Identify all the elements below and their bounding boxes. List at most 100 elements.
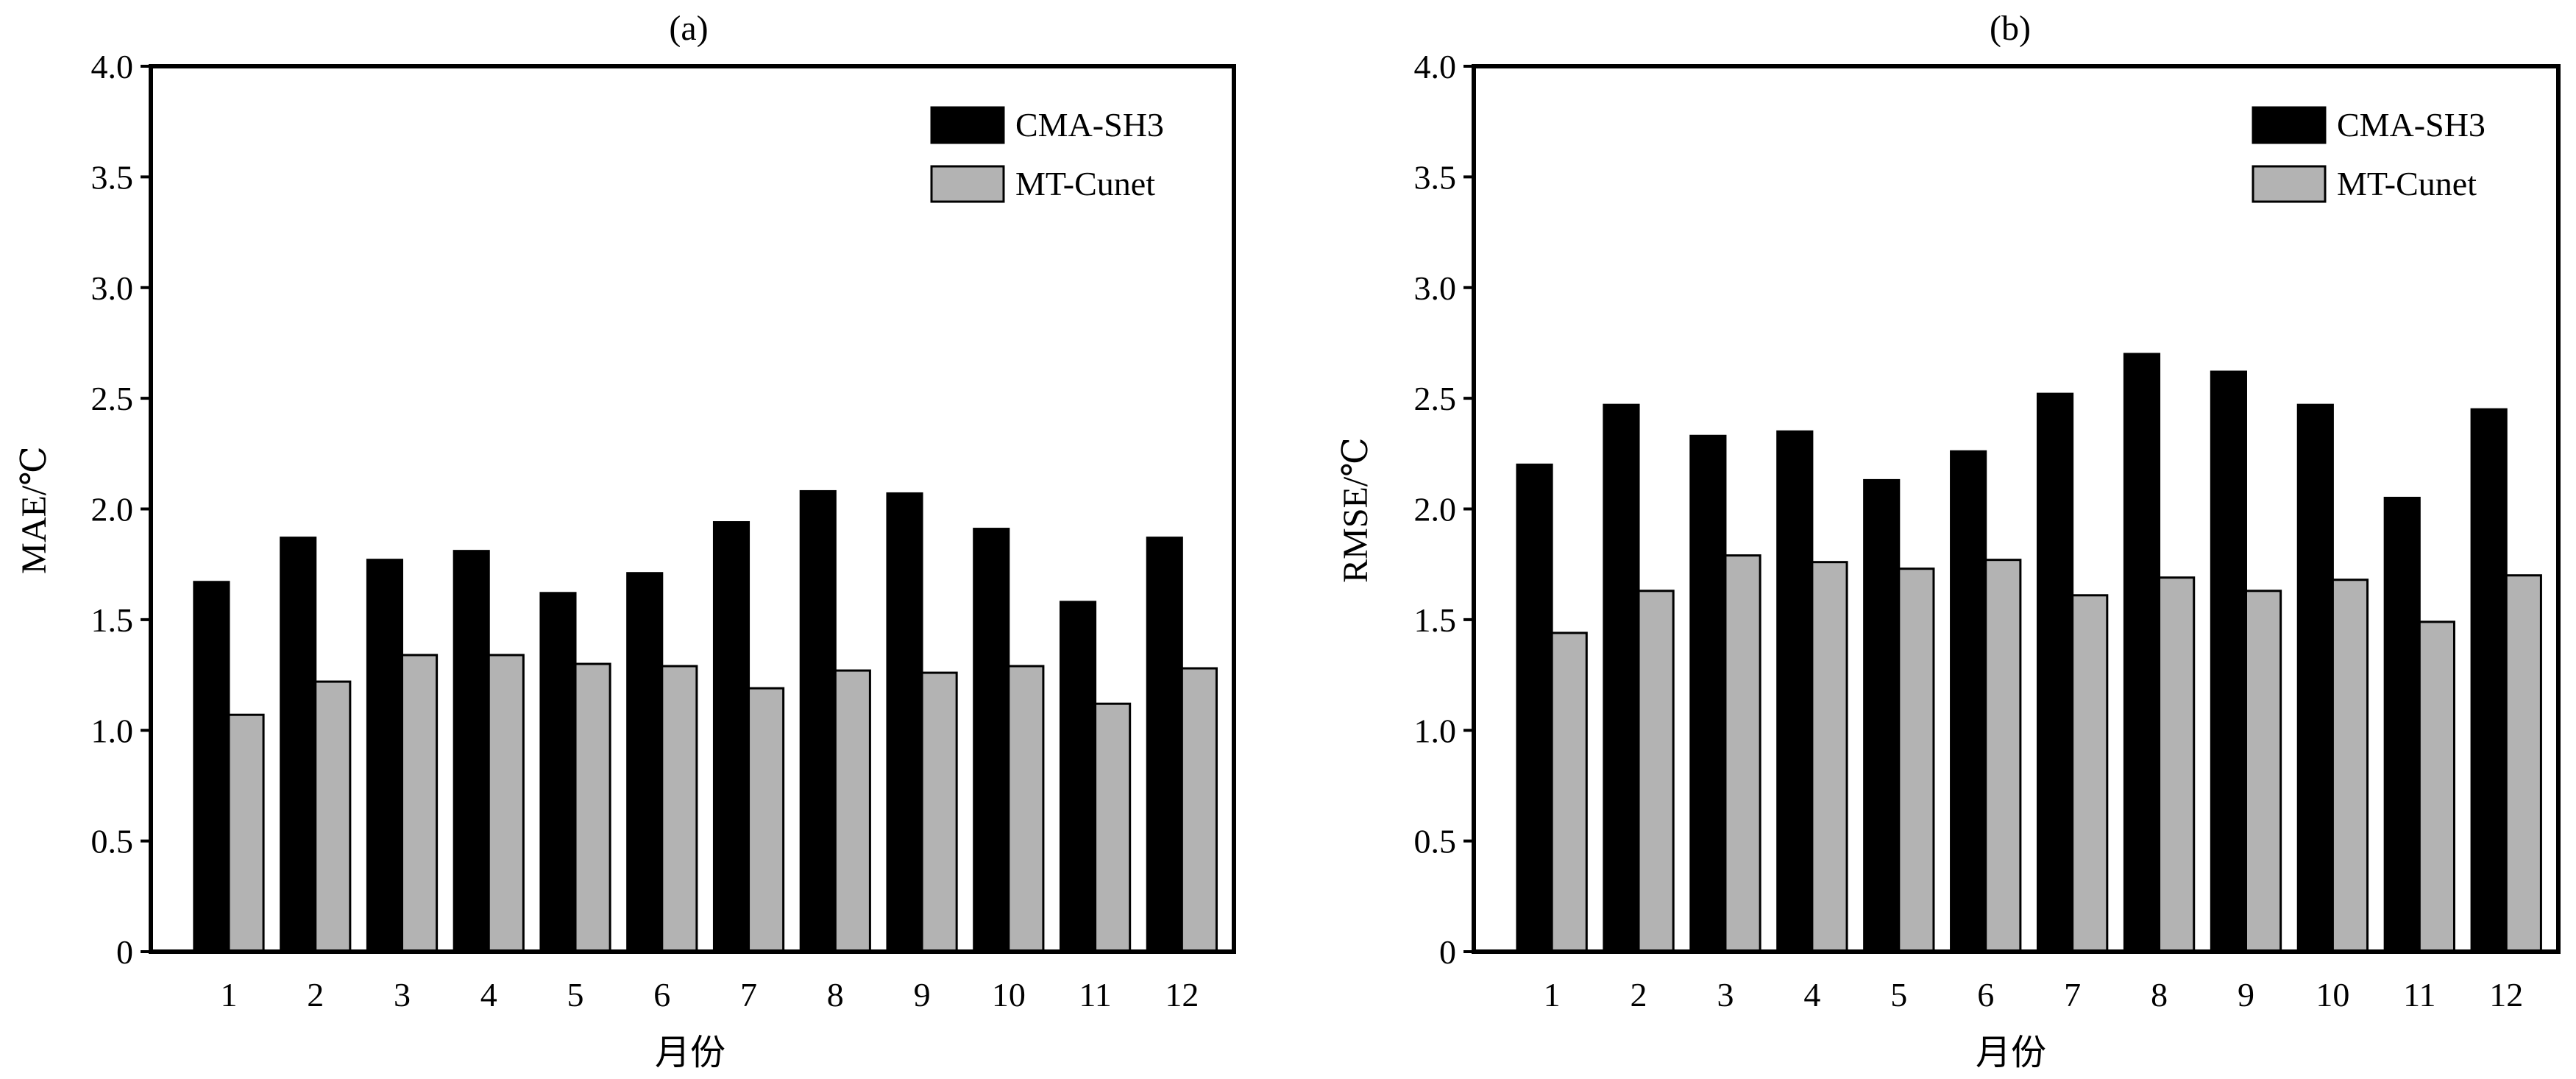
x-tick-label: 8 (827, 976, 844, 1013)
bar-cma-sh3-month-6 (626, 572, 664, 953)
bar-cma-sh3-month-12 (1146, 537, 1183, 953)
y-tick-label: 3.0 (91, 269, 134, 307)
bar-mt-cunet-month-4 (487, 654, 525, 953)
bar-cma-sh3-month-9 (2210, 370, 2247, 953)
x-tick-label: 7 (2064, 976, 2081, 1013)
bar-cma-sh3-month-6 (1950, 450, 1987, 953)
legend-swatch-cma-sh3 (930, 106, 1005, 144)
bar-cma-sh3-month-12 (2470, 408, 2508, 953)
bar-cma-sh3-month-1 (193, 581, 230, 953)
bar-mt-cunet-month-4 (1811, 561, 1848, 953)
bar-mt-cunet-month-3 (401, 654, 439, 953)
bar-cma-sh3-month-3 (1689, 434, 1727, 953)
panel-b-legend: CMA-SH3 MT-Cunet (2252, 106, 2485, 203)
bar-mt-cunet-month-1 (227, 713, 265, 953)
x-tick-label: 9 (2238, 976, 2254, 1013)
x-tick-label: 10 (2316, 976, 2349, 1013)
x-tick-label: 2 (307, 976, 324, 1013)
bar-cma-sh3-month-2 (1603, 403, 1640, 953)
panel-b-x-axis-title: 月份 (1976, 1033, 2046, 1072)
x-tick-label: 4 (480, 976, 497, 1013)
x-tick-label: 6 (653, 976, 670, 1013)
panel-b-y-ticks: 0 0.5 1.0 1.5 2.0 2.5 3.0 3.5 4.0 (1414, 48, 1474, 971)
panel-a-y-ticks: 0 0.5 1.0 1.5 2.0 2.5 3.0 3.5 4.0 (91, 48, 151, 971)
bar-mt-cunet-month-12 (2505, 574, 2542, 953)
y-tick-label: 2.5 (1414, 380, 1457, 417)
bar-mt-cunet-month-7 (748, 687, 785, 953)
y-tick-label: 4.0 (91, 48, 134, 85)
y-tick-label: 3.5 (1414, 158, 1457, 196)
bar-mt-cunet-month-5 (1898, 567, 1935, 953)
bar-mt-cunet-month-12 (1180, 667, 1218, 953)
legend-label-cma-sh3: CMA-SH3 (1015, 106, 1164, 144)
x-tick-label: 3 (1717, 976, 1734, 1013)
x-tick-label: 1 (220, 976, 237, 1013)
bar-mt-cunet-month-7 (2071, 594, 2109, 953)
bar-mt-cunet-month-6 (1984, 559, 2022, 953)
bar-cma-sh3-month-8 (799, 489, 837, 953)
x-tick-label: 9 (914, 976, 931, 1013)
y-tick-label: 2.5 (91, 380, 134, 417)
legend-swatch-mt-cunet (2252, 165, 2327, 203)
x-tick-label: 6 (1977, 976, 1994, 1013)
bar-mt-cunet-month-1 (1550, 632, 1588, 953)
y-tick-label: 1.5 (1414, 601, 1457, 639)
x-tick-label: 4 (1803, 976, 1820, 1013)
y-tick-label: 1.0 (91, 712, 134, 749)
bar-cma-sh3-month-1 (1516, 463, 1553, 953)
bar-cma-sh3-month-3 (366, 559, 404, 953)
panel-b-y-axis-title: RMSE/℃ (1336, 437, 1375, 583)
x-tick-label: 5 (1890, 976, 1907, 1013)
y-tick-label: 4.0 (1414, 48, 1457, 85)
x-tick-label: 11 (2403, 976, 2435, 1013)
bar-cma-sh3-month-10 (2296, 403, 2334, 953)
bar-mt-cunet-month-6 (661, 665, 698, 953)
bar-mt-cunet-month-10 (1007, 665, 1045, 953)
x-tick-label: 7 (740, 976, 757, 1013)
bar-cma-sh3-month-2 (280, 537, 317, 953)
bar-mt-cunet-month-2 (1637, 590, 1675, 953)
panel-b-title: (b) (1990, 9, 2031, 48)
bar-cma-sh3-month-7 (2036, 392, 2074, 953)
bar-mt-cunet-month-11 (2418, 620, 2455, 953)
legend-swatch-mt-cunet (930, 165, 1005, 203)
bar-mt-cunet-month-8 (834, 669, 871, 953)
y-tick-label: 0.5 (91, 823, 134, 860)
y-tick-label: 1.0 (1414, 712, 1457, 749)
bar-cma-sh3-month-11 (2383, 496, 2421, 953)
bar-mt-cunet-month-8 (2158, 576, 2196, 953)
bar-mt-cunet-month-3 (1724, 554, 1761, 953)
panel-a-bars (193, 489, 1218, 953)
x-tick-label: 3 (394, 976, 411, 1013)
y-tick-label: 0.5 (1414, 823, 1457, 860)
bar-cma-sh3-month-9 (886, 492, 923, 953)
x-tick-label: 12 (1165, 976, 1199, 1013)
bar-mt-cunet-month-5 (574, 662, 611, 953)
y-tick-label: 3.5 (91, 158, 134, 196)
bar-cma-sh3-month-11 (1059, 601, 1097, 953)
bar-cma-sh3-month-8 (2123, 353, 2161, 953)
panel-b-rmse-chart: (b) RMSE/℃ 月份 00.51.01.52.02.53.03.54.0 … (1336, 9, 2561, 1072)
panel-a-legend: CMA-SH3 MT-Cunet (930, 106, 1164, 203)
x-tick-label: 1 (1544, 976, 1561, 1013)
panel-a-title: (a) (669, 9, 708, 48)
panel-a-mae-chart: (a) MAE/℃ 月份 0 0.5 1.0 1.5 2.0 2.5 3.0 3.5 4.0 1… (15, 9, 1236, 1072)
y-tick-label: 0 (116, 933, 133, 971)
bar-mt-cunet-month-10 (2331, 579, 2369, 953)
legend-swatch-cma-sh3 (2252, 106, 2327, 144)
panel-a-x-ticks: 1 2 3 4 5 6 7 8 9 10 11 12 (220, 976, 1199, 1013)
bar-mt-cunet-month-9 (920, 671, 958, 953)
y-tick-label: 3.0 (1414, 269, 1457, 307)
x-tick-label: 12 (2489, 976, 2523, 1013)
y-tick-label: 0 (1439, 933, 1456, 971)
bar-mt-cunet-month-2 (314, 680, 352, 953)
panel-a-x-axis-title: 月份 (655, 1033, 725, 1072)
x-tick-label: 8 (2151, 976, 2168, 1013)
bar-cma-sh3-month-5 (1863, 478, 1901, 953)
x-tick-label: 2 (1631, 976, 1647, 1013)
y-tick-label: 1.5 (91, 601, 134, 639)
panel-a-y-axis-title: MAE/℃ (15, 446, 54, 574)
bar-cma-sh3-month-4 (453, 550, 490, 953)
panel-b-x-ticks: 1 2 3 4 5 6 7 8 9 10 11 12 (1544, 976, 2524, 1013)
